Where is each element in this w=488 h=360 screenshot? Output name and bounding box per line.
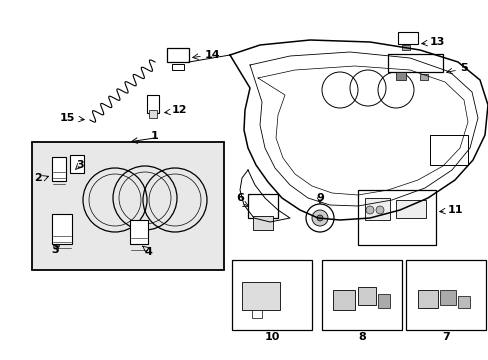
Bar (247, 194, 278, 218)
Bar (147, 95, 159, 113)
Bar (457, 296, 469, 308)
Bar (130, 220, 148, 244)
Text: 13: 13 (429, 37, 445, 47)
Bar (364, 198, 389, 220)
Bar (167, 48, 189, 62)
Bar (251, 310, 262, 318)
Bar (231, 260, 311, 330)
Bar (252, 216, 272, 230)
Bar (395, 200, 425, 218)
Bar (52, 214, 72, 244)
Bar (242, 282, 280, 310)
Bar (357, 287, 375, 305)
Bar (321, 260, 401, 330)
Bar (397, 32, 417, 44)
Bar (32, 142, 224, 270)
Text: 2: 2 (34, 173, 42, 183)
Text: 12: 12 (172, 105, 187, 115)
Bar (387, 54, 442, 72)
Circle shape (375, 206, 383, 214)
Text: 14: 14 (204, 50, 220, 60)
Text: 6: 6 (236, 193, 244, 203)
Text: 3: 3 (51, 245, 59, 255)
Text: 11: 11 (447, 205, 463, 215)
Bar (52, 157, 66, 181)
Bar (332, 290, 354, 310)
Text: 15: 15 (60, 113, 75, 123)
Bar (429, 135, 467, 165)
Text: 10: 10 (264, 332, 279, 342)
Bar (417, 290, 437, 308)
Bar (70, 155, 84, 173)
Bar (172, 64, 183, 70)
Circle shape (365, 206, 373, 214)
Text: 4: 4 (144, 247, 152, 257)
Bar (377, 294, 389, 308)
Text: 5: 5 (459, 63, 467, 73)
Bar (419, 74, 427, 80)
Circle shape (305, 204, 333, 232)
Bar (401, 45, 409, 50)
Bar (32, 142, 224, 270)
Circle shape (316, 215, 323, 221)
Bar (439, 290, 455, 305)
Text: 9: 9 (315, 193, 323, 203)
Bar (149, 110, 157, 118)
Text: 3: 3 (76, 160, 83, 170)
Bar (395, 72, 405, 80)
Text: 1: 1 (151, 131, 159, 141)
Text: 8: 8 (357, 332, 365, 342)
Circle shape (311, 210, 327, 226)
Bar (405, 260, 485, 330)
Text: 7: 7 (441, 332, 449, 342)
Bar (357, 190, 435, 245)
